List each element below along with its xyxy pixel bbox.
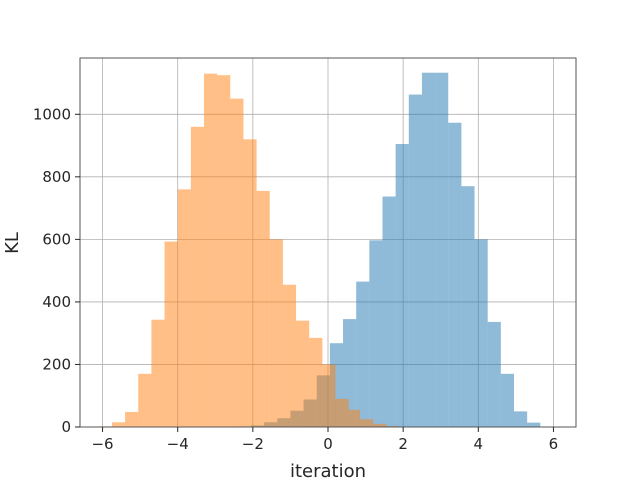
histogram-bar: [125, 411, 139, 427]
histogram-bar: [282, 284, 297, 427]
x-tick-label: 4: [474, 435, 484, 453]
histogram-bar: [269, 239, 283, 427]
y-tick-label: 400: [42, 293, 71, 311]
x-axis-label: iteration: [290, 461, 366, 480]
histogram-bar: [296, 320, 310, 427]
x-tick-label: −2: [242, 435, 264, 453]
histogram-bar: [230, 98, 244, 428]
histogram-bar: [514, 411, 528, 427]
histogram-bar: [356, 281, 370, 427]
histogram-bar: [395, 143, 409, 427]
histogram-bar: [373, 423, 387, 427]
y-tick-label: 800: [42, 168, 71, 186]
histogram-bar: [408, 94, 422, 428]
histogram-bar: [435, 72, 449, 428]
histogram-bar: [217, 75, 231, 427]
histogram-bar: [527, 422, 541, 427]
histogram-bar: [500, 373, 514, 427]
histogram-bar: [448, 122, 462, 427]
histogram-bar: [382, 196, 396, 427]
y-tick-label: 600: [42, 230, 71, 248]
histogram-bar: [190, 126, 204, 428]
histogram-bars: [98, 72, 541, 428]
histogram-bar: [474, 239, 488, 427]
x-tick-label: −6: [91, 435, 113, 453]
histogram-bar: [421, 72, 436, 428]
x-tick-label: 2: [398, 435, 408, 453]
x-tick-label: 0: [323, 435, 333, 453]
histogram-bar: [309, 337, 323, 427]
histogram-bar: [348, 409, 360, 427]
y-tick-label: 200: [42, 355, 71, 373]
histogram-bar: [335, 398, 349, 427]
histogram-bar: [322, 364, 336, 427]
histogram-bar: [487, 321, 501, 427]
histogram-bar: [369, 240, 383, 427]
x-axis-ticks: −6 −4 −2 0 2 4 6: [91, 427, 558, 453]
histogram-bar: [359, 419, 374, 427]
x-tick-label: 6: [549, 435, 559, 453]
histogram-bar: [243, 139, 257, 427]
histogram-bar: [111, 422, 126, 427]
y-axis-label: KL: [2, 232, 23, 254]
histogram-bar: [461, 186, 475, 427]
histogram-bar: [138, 373, 152, 427]
histogram-bar: [177, 189, 191, 427]
y-tick-label: 0: [61, 418, 71, 436]
y-axis-ticks: 0 200 400 600 800 1000: [33, 105, 80, 436]
histogram-bar: [256, 190, 270, 427]
histogram-bar: [151, 319, 165, 427]
histogram-bar: [164, 241, 178, 427]
histogram-bar: [204, 73, 218, 427]
y-tick-label: 1000: [33, 105, 71, 123]
series-2: [98, 73, 400, 428]
x-tick-label: −4: [167, 435, 189, 453]
